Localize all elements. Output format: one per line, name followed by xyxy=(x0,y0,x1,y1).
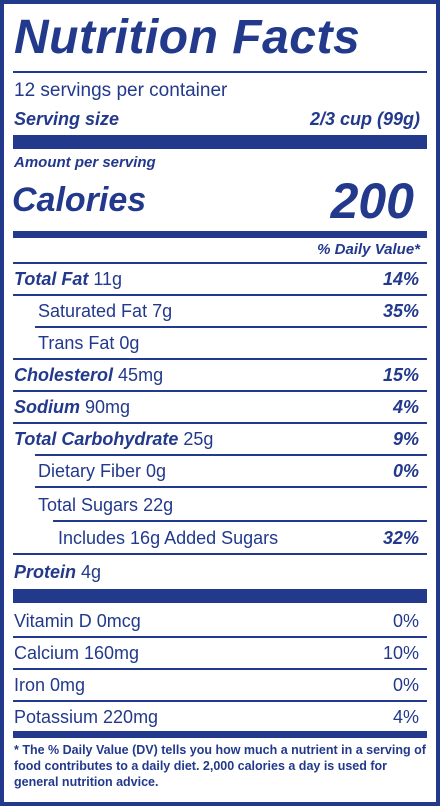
vitamin-dv: 4% xyxy=(392,707,419,727)
nutrient-row-added-sugars: Includes 16g Added Sugars 32% xyxy=(13,523,427,555)
nutrient-label: Sodium 90mg xyxy=(14,397,131,417)
nutrient-row-saturated-fat: Saturated Fat 7g 35% xyxy=(13,296,427,328)
nutrient-label: Protein 4g xyxy=(14,562,102,582)
servings-per-container: 12 servings per container xyxy=(14,80,228,101)
nutrient-label: Saturated Fat 7g xyxy=(38,301,173,321)
nutrient-row-sodium: Sodium 90mg 4% xyxy=(13,392,427,424)
nutrient-label: Trans Fat 0g xyxy=(38,333,140,353)
nutrient-row-protein: Protein 4g xyxy=(13,557,427,589)
daily-value-header: % Daily Value* xyxy=(317,241,420,258)
footnote: * The % Daily Value (DV) tells you how m… xyxy=(14,743,426,789)
label-title: Nutrition Facts xyxy=(14,11,361,64)
nutrient-dv: 4% xyxy=(392,397,419,417)
nutrient-label: Total Carbohydrate 25g xyxy=(14,429,214,449)
serving-size-value: 2/3 cup (99g) xyxy=(309,109,420,129)
nutrient-row-total-fat: Total Fat 11g 14% xyxy=(13,264,427,296)
vitamin-dv: 0% xyxy=(392,675,419,695)
calories-value: 200 xyxy=(330,173,414,229)
divider xyxy=(13,71,427,73)
nutrient-label: Dietary Fiber 0g xyxy=(38,461,167,481)
nutrient-dv: 35% xyxy=(382,301,419,321)
nutrient-label: Includes 16g Added Sugars xyxy=(58,528,279,548)
nutrient-row-total-carbohydrate: Total Carbohydrate 25g 9% xyxy=(13,424,427,456)
amount-per-serving: Amount per serving xyxy=(14,154,156,171)
thick-divider xyxy=(13,135,427,149)
divider xyxy=(13,262,427,264)
nutrient-row-trans-fat: Trans Fat 0g xyxy=(13,328,427,360)
vitamin-label: Calcium 160mg xyxy=(14,643,140,663)
vitamin-row-iron: Iron 0mg 0% xyxy=(13,670,427,702)
vitamin-label: Vitamin D 0mcg xyxy=(14,611,141,631)
medium-divider xyxy=(13,731,427,738)
nutrient-label: Cholesterol 45mg xyxy=(14,365,164,385)
medium-divider xyxy=(13,231,427,238)
vitamin-row-potassium: Potassium 220mg 4% xyxy=(13,702,427,734)
serving-size-label: Serving size xyxy=(14,109,120,129)
vitamin-row-vitamin-d: Vitamin D 0mcg 0% xyxy=(13,606,427,638)
vitamin-dv: 10% xyxy=(382,643,419,663)
vitamin-label: Potassium 220mg xyxy=(14,707,159,727)
nutrient-dv: 14% xyxy=(382,269,419,289)
nutrient-label: Total Fat 11g xyxy=(14,269,123,289)
nutrient-dv: 9% xyxy=(392,429,419,449)
nutrient-dv: 15% xyxy=(382,365,419,385)
vitamin-row-calcium: Calcium 160mg 10% xyxy=(13,638,427,670)
nutrient-label: Total Sugars 22g xyxy=(38,495,174,515)
nutrient-row-cholesterol: Cholesterol 45mg 15% xyxy=(13,360,427,392)
nutrient-dv: 32% xyxy=(382,528,419,548)
nutrient-row-dietary-fiber: Dietary Fiber 0g 0% xyxy=(13,456,427,488)
nutrient-dv: 0% xyxy=(392,461,419,481)
vitamin-label: Iron 0mg xyxy=(14,675,86,695)
nutrient-row-total-sugars: Total Sugars 22g xyxy=(13,490,427,522)
calories-label: Calories xyxy=(12,181,147,219)
vitamin-dv: 0% xyxy=(392,611,419,631)
thick-divider xyxy=(13,589,427,603)
